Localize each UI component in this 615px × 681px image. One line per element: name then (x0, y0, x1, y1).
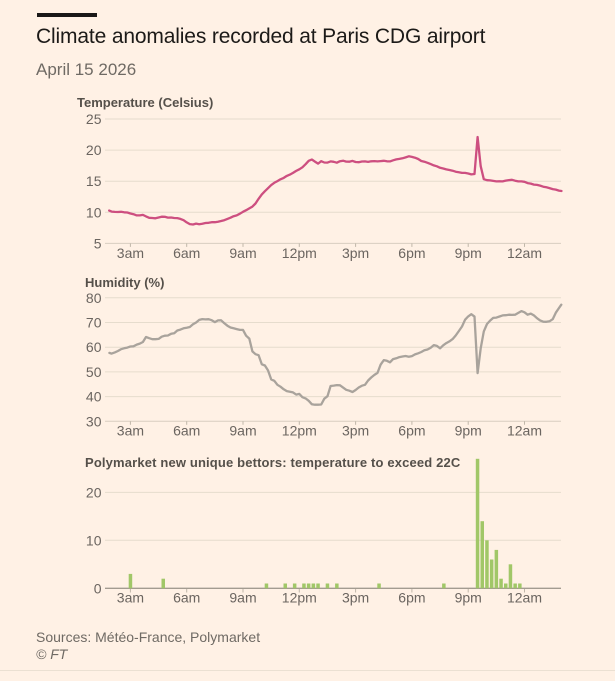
svg-text:9pm: 9pm (455, 245, 482, 261)
svg-text:3pm: 3pm (342, 590, 369, 606)
svg-text:3pm: 3pm (342, 423, 369, 439)
svg-text:15: 15 (86, 173, 102, 189)
svg-text:25: 25 (86, 111, 102, 127)
svg-text:12pm: 12pm (282, 423, 317, 439)
svg-text:3am: 3am (117, 423, 144, 439)
svg-text:9am: 9am (229, 423, 256, 439)
svg-text:9pm: 9pm (455, 590, 482, 606)
svg-text:9am: 9am (229, 245, 256, 261)
svg-text:12am: 12am (507, 245, 542, 261)
svg-text:3am: 3am (117, 245, 144, 261)
svg-text:40: 40 (86, 389, 102, 405)
svg-text:80: 80 (86, 290, 102, 306)
svg-text:12am: 12am (507, 590, 542, 606)
svg-text:70: 70 (86, 315, 102, 331)
svg-text:30: 30 (86, 413, 102, 429)
svg-text:6pm: 6pm (398, 590, 425, 606)
svg-text:9pm: 9pm (455, 423, 482, 439)
svg-text:0: 0 (94, 580, 102, 596)
svg-text:6am: 6am (173, 245, 200, 261)
svg-text:20: 20 (86, 484, 102, 500)
svg-text:5: 5 (94, 235, 102, 251)
svg-text:12pm: 12pm (282, 590, 317, 606)
svg-text:6pm: 6pm (398, 245, 425, 261)
svg-text:12am: 12am (507, 423, 542, 439)
svg-text:10: 10 (86, 204, 102, 220)
svg-text:20: 20 (86, 142, 102, 158)
svg-text:9am: 9am (229, 590, 256, 606)
svg-text:60: 60 (86, 339, 102, 355)
svg-text:6am: 6am (173, 590, 200, 606)
svg-text:3am: 3am (117, 590, 144, 606)
svg-text:6am: 6am (173, 423, 200, 439)
svg-text:3pm: 3pm (342, 245, 369, 261)
svg-text:50: 50 (86, 364, 102, 380)
svg-text:12pm: 12pm (282, 245, 317, 261)
svg-text:6pm: 6pm (398, 423, 425, 439)
svg-text:10: 10 (86, 532, 102, 548)
